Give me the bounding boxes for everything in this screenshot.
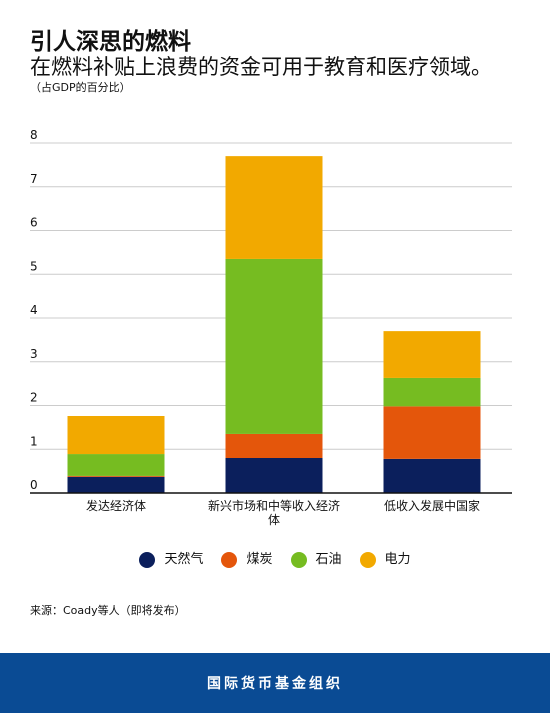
source-note: 来源：Coady等人（即将发布） xyxy=(30,604,186,617)
y-tick-label: 5 xyxy=(30,259,38,273)
y-tick-label: 1 xyxy=(30,434,38,448)
bar-segment xyxy=(225,258,323,434)
legend-swatch-electricity xyxy=(359,552,376,568)
y-tick-label: 2 xyxy=(30,391,38,405)
chart-subtitle: 在燃料补贴上浪费的资金可用于教育和医疗领域。 xyxy=(30,55,492,79)
legend-swatch-natural-gas xyxy=(139,552,156,568)
category-label: 新兴市场和中等收入经济 xyxy=(208,498,340,513)
bar-segment xyxy=(225,433,323,458)
category-label: 发达经济体 xyxy=(86,498,146,513)
bar-segment xyxy=(383,458,481,493)
y-tick-label: 8 xyxy=(30,128,38,142)
footer-org-name: 国际货币基金组织 xyxy=(207,676,343,692)
legend-item-coal: 煤炭 xyxy=(221,551,273,569)
category-label: 体 xyxy=(268,513,280,527)
bar-segment xyxy=(383,331,481,378)
y-tick-label: 6 xyxy=(30,216,38,230)
legend-label-electricity: 电力 xyxy=(384,552,411,567)
legend: 天然气 煤炭 石油 电力 xyxy=(0,551,550,569)
bars xyxy=(67,156,481,493)
y-tick-label: 3 xyxy=(30,347,38,361)
y-tick-label: 7 xyxy=(30,172,38,186)
bar-segment xyxy=(67,476,165,493)
legend-label-oil: 石油 xyxy=(315,552,342,567)
bar-segment xyxy=(67,454,165,476)
legend-item-natural-gas: 天然气 xyxy=(139,551,203,569)
legend-label-coal: 煤炭 xyxy=(246,552,273,567)
bar-segment xyxy=(225,458,323,493)
legend-item-oil: 石油 xyxy=(290,551,342,569)
bar-segment xyxy=(383,406,481,459)
legend-swatch-coal xyxy=(221,552,238,568)
bar-segment xyxy=(67,416,165,455)
category-label: 低收入发展中国家 xyxy=(384,498,480,513)
footer-bar: 国际货币基金组织 xyxy=(0,653,550,713)
y-axis-ticks: 0 1 2 3 4 5 6 7 8 xyxy=(30,128,38,492)
bar-segment xyxy=(67,475,165,477)
legend-label-natural-gas: 天然气 xyxy=(164,552,204,567)
bar-segment xyxy=(383,377,481,407)
legend-item-electricity: 电力 xyxy=(359,551,411,569)
unit-note: （占GDP的百分比） xyxy=(30,81,131,94)
chart-title: 引人深思的燃料 xyxy=(30,29,191,55)
bar-segment xyxy=(225,156,323,259)
y-tick-label: 0 xyxy=(30,478,38,492)
y-tick-label: 4 xyxy=(30,303,38,317)
legend-swatch-oil xyxy=(290,552,307,568)
